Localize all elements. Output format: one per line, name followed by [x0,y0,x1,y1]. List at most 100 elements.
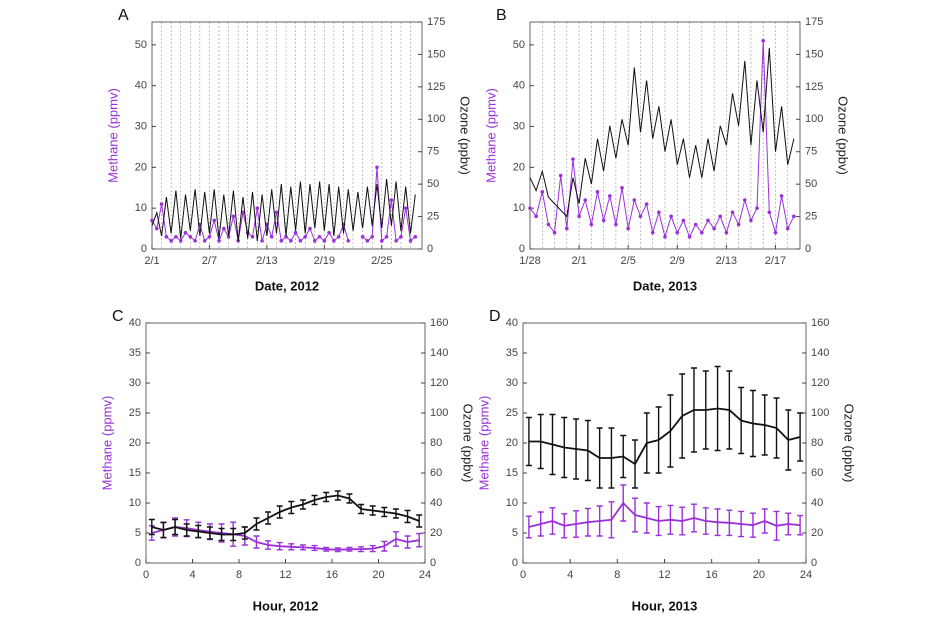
error-bar [334,547,341,553]
x-tick-label: 4 [189,569,195,581]
error-bar [299,499,306,510]
error-bar [584,419,591,482]
data-point [193,239,197,243]
error-bar [206,526,213,540]
data-point [327,230,331,235]
error-bar [690,367,697,453]
x-tick-label: 8 [614,569,620,581]
data-point [675,230,680,235]
error-bar [253,517,260,531]
x-tick-label: 0 [143,569,149,581]
data-point [657,210,661,215]
y2-tick-label: 40 [811,497,823,509]
error-bar [667,504,674,535]
plot-frame [145,322,426,564]
error-bar [160,521,167,539]
data-point [626,226,630,231]
data-point [298,239,303,243]
error-bar [346,493,353,504]
data-point [207,234,212,239]
data-point [202,239,207,243]
data-point [183,230,188,235]
x-axis-label: Date, 2012 [255,278,319,293]
data-point [687,234,692,239]
error-bar [404,535,411,549]
error-bar [596,505,603,537]
y-tick-label: 50 [135,39,147,51]
error-bar [323,546,330,552]
data-point [632,198,637,202]
data-point [150,218,154,223]
error-bar [358,546,365,553]
data-point [303,234,307,239]
data-point [761,38,765,43]
error-bar [392,531,399,547]
panel-label: A [118,7,129,24]
error-bar [265,540,272,550]
y2-tick-label: 0 [430,557,436,569]
error-bar [584,507,591,537]
y-tick-label: 15 [129,467,141,479]
y-tick-label: 10 [506,497,518,509]
error-bar [702,370,709,450]
error-bar [714,508,721,537]
data-point [384,234,389,239]
error-bar [549,507,556,535]
data-point [413,234,418,239]
y2-tick-label: 60 [430,467,442,479]
error-bar [726,370,733,450]
data-point [644,202,649,206]
data-point [736,222,741,227]
y-tick-label: 0 [519,243,525,255]
data-point [669,214,673,219]
y-tick-label: 30 [506,377,518,389]
error-bar [195,524,202,539]
y-axis-label: Methane (ppmv) [476,396,491,491]
x-tick-label: 20 [372,569,384,581]
y2-tick-label: 25 [427,210,439,222]
x-tick-label: 12 [279,569,291,581]
data-point [322,239,327,243]
data-point [785,226,790,231]
error-bar [416,514,423,528]
y2-tick-label: 100 [430,407,448,419]
data-point [534,214,538,219]
y-tick-label: 20 [135,161,147,173]
y-tick-label: 40 [135,80,147,92]
y-tick-label: 35 [129,347,141,359]
error-bar [172,518,179,536]
y2-tick-label: 100 [427,113,445,125]
data-point [360,234,365,239]
y2-tick-label: 100 [811,407,829,419]
data-point [174,234,178,239]
data-point [742,198,747,202]
y-tick-label: 0 [135,557,141,569]
data-point [663,234,667,239]
y2-tick-label: 0 [805,243,811,255]
series-line [151,494,420,536]
data-point [226,234,231,239]
data-point [399,234,403,239]
data-point [650,230,655,235]
error-bar [265,511,272,525]
error-bar [785,409,792,471]
x-tick-label: 4 [567,569,573,581]
y2-tick-label: 125 [427,81,445,93]
data-point [681,218,686,223]
data-point [284,234,288,239]
y2-tick-label: 140 [430,347,448,359]
x-tick-label: 0 [520,569,526,581]
x-tick-label: 20 [753,569,765,581]
x-tick-label: 2/13 [716,255,737,267]
y2-tick-label: 160 [430,317,448,329]
data-point [365,239,370,243]
y-tick-label: 30 [135,120,147,132]
error-bar [773,510,780,541]
y2-tick-label: 100 [805,113,823,125]
data-point [693,222,698,227]
y-tick-label: 40 [129,317,141,329]
error-bar [525,416,532,467]
error-bar [643,412,650,474]
error-bar [749,512,756,538]
error-bar [690,503,697,533]
